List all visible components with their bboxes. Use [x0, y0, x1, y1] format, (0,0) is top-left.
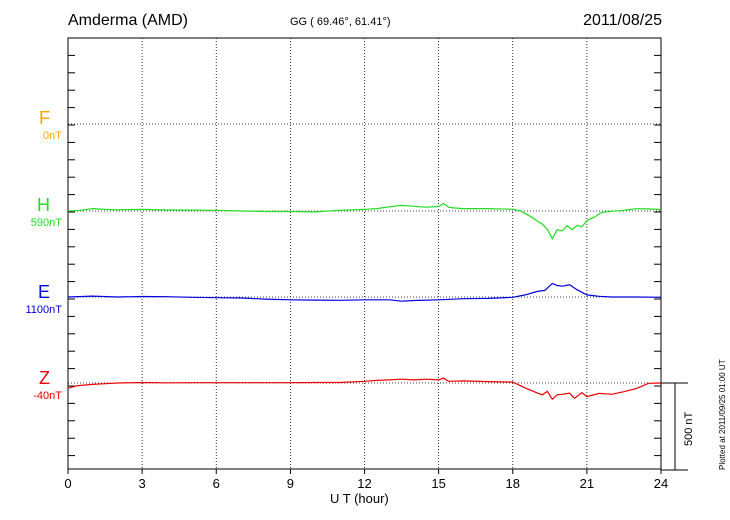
x-axis-label: U T (hour): [330, 491, 389, 506]
series-e-line: [67, 282, 662, 302]
series-h-line: [67, 202, 662, 241]
component-f-letter: F: [39, 108, 50, 128]
x-tick-label: 24: [654, 476, 668, 491]
component-e-baseline: 1100nT: [25, 304, 63, 316]
station-title: Amderma (AMD): [68, 12, 189, 29]
component-z-letter: Z: [39, 368, 50, 388]
date-label: 2011/08/25: [583, 12, 662, 29]
plotted-note: Plotted at 2011/09/25 01:00 UT: [718, 359, 727, 470]
coordinates-label: GG ( 69.46°, 61.41°): [290, 16, 391, 28]
component-z-baseline: -40nT: [33, 390, 62, 402]
component-f-baseline: 0nT: [43, 130, 62, 142]
scale-bar-label: 500 nT: [683, 411, 695, 446]
x-tick-label: 0: [64, 476, 71, 491]
component-h-letter: H: [37, 195, 50, 215]
x-tick-label: 3: [139, 476, 146, 491]
x-tick-label: 15: [431, 476, 445, 491]
series-z-line: [67, 377, 662, 401]
x-tick-label: 9: [287, 476, 294, 491]
component-e-letter: E: [37, 282, 50, 302]
x-tick-label: 12: [357, 476, 371, 491]
x-tick-label: 18: [506, 476, 520, 491]
x-tick-label: 6: [213, 476, 220, 491]
x-tick-label: 21: [580, 476, 594, 491]
component-h-baseline: 590nT: [30, 217, 62, 229]
